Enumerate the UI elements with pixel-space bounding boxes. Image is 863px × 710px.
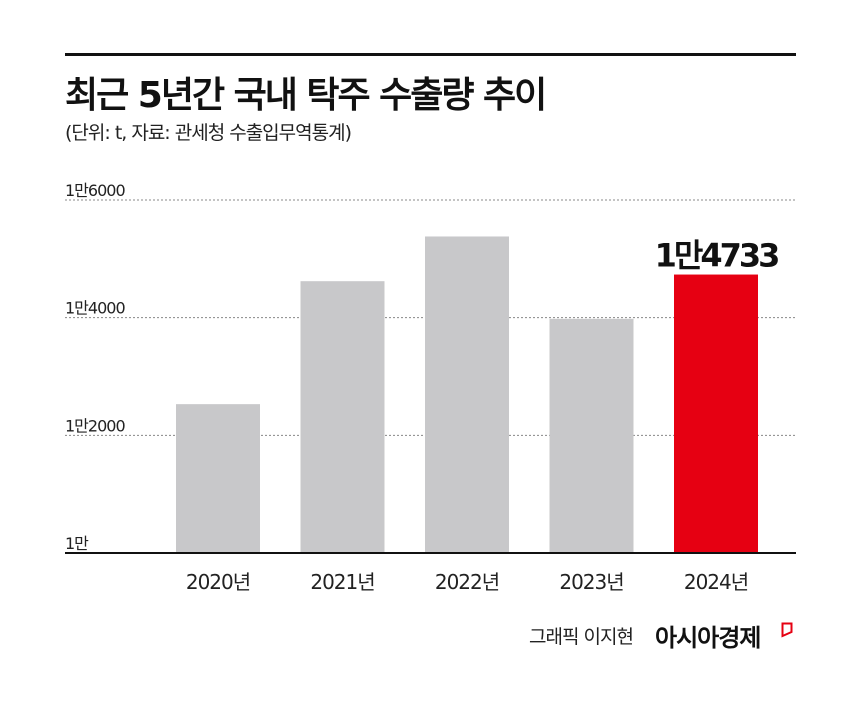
chart-subtitle: (단위: t, 자료: 관세청 수출입무역통계) [65, 122, 352, 144]
x-tick-label: 2020년 [186, 570, 250, 594]
graphic-credit: 그래픽 이지현 [529, 626, 634, 648]
top-rule [65, 53, 796, 56]
x-tick-label: 2021년 [310, 570, 374, 594]
y-tick-label: 1만 [65, 534, 89, 553]
x-tick-label: 2023년 [559, 570, 623, 594]
bar-2023년 [549, 318, 634, 553]
publisher-logo: 아시아경제 [655, 624, 761, 652]
bar-2021년 [300, 281, 385, 553]
chart-title: 최근 5년간 국내 탁주 수출량 추이 [65, 75, 547, 116]
bar-2020년 [176, 404, 260, 553]
bar-2022년 [425, 236, 509, 553]
y-tick-label: 1만6000 [65, 181, 125, 200]
logo-mark-icon [781, 622, 793, 638]
y-tick-label: 1만4000 [65, 299, 125, 318]
bar-2024년 [674, 274, 758, 553]
x-tick-label: 2024년 [684, 570, 748, 594]
y-tick-label: 1만2000 [65, 416, 125, 435]
x-tick-label: 2022년 [435, 570, 499, 594]
data-label: 1만4733 [655, 237, 779, 275]
